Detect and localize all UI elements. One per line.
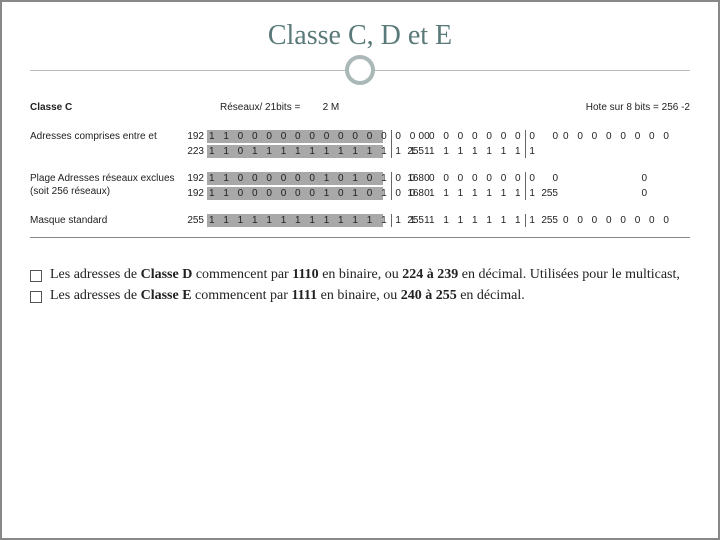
decimal-value: 0 (400, 131, 427, 142)
bits: 1 1 1 1 1 1 1 1 (427, 145, 517, 158)
bullet-text: Les adresses de Classe E commencent par … (50, 287, 690, 306)
decimal-value: 192 (180, 173, 207, 184)
circle-icon (345, 55, 375, 85)
decimal-value: 255 (180, 215, 207, 226)
decimal-value: 255 (400, 215, 427, 226)
binary-line: 00 0 0 0 0 0 0 0 (534, 130, 651, 143)
binary-line: 2551 1 1 1 1 1 1 1 1 1 1 1 1 1 1 1 (180, 214, 383, 227)
decimal-value: 192 (180, 188, 207, 199)
segment-col: 1921 1 0 0 0 0 0 0 0 0 0 0 0 0 0 02231 1… (180, 130, 383, 158)
class-c-table: Classe C Réseaux/ 21bits = 2 M Hote sur … (30, 96, 690, 238)
bullet-item: Les adresses de Classe E commencent par … (30, 287, 690, 306)
bits: 1 1 0 1 1 1 1 1 1 1 1 1 1 1 1 1 (207, 145, 383, 158)
bits: 1 1 1 1 1 1 1 1 1 1 1 1 1 1 1 1 (207, 214, 383, 227)
header-reseaux: Réseaux/ 21bits = 2 M (180, 100, 530, 113)
binary-group: 1921 1 0 0 0 0 0 0 1 0 1 0 1 0 0 01921 1… (180, 172, 690, 200)
binary-line: 2550 0 0 0 0 0 0 0 (534, 214, 651, 227)
row-label: Plage Adresses réseaux exclues (soit 256… (30, 172, 180, 200)
separator (525, 130, 526, 158)
checkbox-icon (30, 291, 42, 303)
segment-col: 00 0 0 0 0 0 0 02551 1 1 1 1 1 1 1 (400, 130, 517, 158)
table-row: Plage Adresses réseaux exclues (soit 256… (30, 172, 690, 200)
row-label: Adresses comprises entre et (30, 130, 180, 158)
separator (525, 214, 526, 227)
decimal-value: 255 (534, 188, 561, 199)
bits: 0 0 0 0 0 0 0 0 (561, 214, 651, 227)
bullet-list: Les adresses de Classe D commencent par … (30, 266, 690, 306)
binary-line: 2231 1 0 1 1 1 1 1 1 1 1 1 1 1 1 1 (180, 145, 383, 158)
binary-line (534, 145, 651, 158)
table-body: Adresses comprises entre et1921 1 0 0 0 … (30, 130, 690, 227)
bits: 1 1 0 0 0 0 0 0 1 0 1 0 1 0 0 0 (207, 187, 383, 200)
title-area: Classe C, D et E (30, 20, 690, 82)
binary-line: 1921 1 0 0 0 0 0 0 1 0 1 0 1 0 0 0 (180, 187, 383, 200)
binary-group: 1921 1 0 0 0 0 0 0 0 0 0 0 0 0 0 02231 1… (180, 130, 690, 158)
separator (391, 172, 392, 200)
decimal-value: 223 (180, 146, 207, 157)
binary-line: 1921 1 0 0 0 0 0 0 1 0 1 0 1 0 0 0 (180, 172, 383, 185)
table-header: Classe C Réseaux/ 21bits = 2 M Hote sur … (30, 100, 690, 130)
binary-line: 2551 1 1 1 1 1 1 1 (400, 145, 517, 158)
binary-group: 2551 1 1 1 1 1 1 1 1 1 1 1 1 1 1 12551 1… (180, 214, 690, 227)
checkbox-icon (30, 270, 42, 282)
segment-col: 2551 1 1 1 1 1 1 1 1 1 1 1 1 1 1 1 (180, 214, 383, 227)
decimal-value: 0 (534, 131, 561, 142)
bullet-text: Les adresses de Classe D commencent par … (50, 266, 690, 285)
separator (525, 172, 526, 200)
header-class: Classe C (30, 100, 180, 113)
plain-value: 0 (561, 173, 647, 184)
binary-line: 00 (534, 172, 647, 185)
plain-value: 0 (561, 188, 647, 199)
bits: 0 0 0 0 0 0 0 0 (427, 172, 517, 185)
decimal-value: 168 (400, 188, 427, 199)
bits: 1 1 0 0 0 0 0 0 1 0 1 0 1 0 0 0 (207, 172, 383, 185)
decimal-value: 168 (400, 173, 427, 184)
bits: 0 0 0 0 0 0 0 0 (427, 130, 517, 143)
table-row: Adresses comprises entre et1921 1 0 0 0 … (30, 130, 690, 158)
decimal-value: 0 (534, 173, 561, 184)
title-divider (30, 58, 690, 82)
segment-col: 002550 (534, 172, 647, 200)
decimal-value: 255 (400, 146, 427, 157)
binary-line: 2551 1 1 1 1 1 1 1 (400, 214, 517, 227)
separator (391, 130, 392, 158)
segment-col: 2550 0 0 0 0 0 0 0 (534, 214, 651, 227)
segment-col: 00 0 0 0 0 0 0 0 (534, 130, 651, 158)
slide-title: Classe C, D et E (30, 20, 690, 52)
segment-col: 1921 1 0 0 0 0 0 0 1 0 1 0 1 0 0 01921 1… (180, 172, 383, 200)
binary-line: 2550 (534, 187, 647, 200)
bits: 1 1 1 1 1 1 1 1 (427, 187, 517, 200)
table-row: Masque standard2551 1 1 1 1 1 1 1 1 1 1 … (30, 214, 690, 227)
segment-col: 1680 0 0 0 0 0 0 01681 1 1 1 1 1 1 1 (400, 172, 517, 200)
bits: 1 1 0 0 0 0 0 0 0 0 0 0 0 0 0 0 (207, 130, 383, 143)
decimal-value: 255 (534, 215, 561, 226)
decimal-value: 192 (180, 131, 207, 142)
binary-line: 1680 0 0 0 0 0 0 0 (400, 172, 517, 185)
bits: 1 1 1 1 1 1 1 1 (427, 214, 517, 227)
binary-line: 00 0 0 0 0 0 0 0 (400, 130, 517, 143)
binary-line: 1681 1 1 1 1 1 1 1 (400, 187, 517, 200)
binary-line: 1921 1 0 0 0 0 0 0 0 0 0 0 0 0 0 0 (180, 130, 383, 143)
bits: 0 0 0 0 0 0 0 0 (561, 130, 651, 143)
bullet-item: Les adresses de Classe D commencent par … (30, 266, 690, 285)
slide: Classe C, D et E Classe C Réseaux/ 21bit… (0, 0, 720, 540)
header-hote: Hote sur 8 bits = 256 -2 (530, 100, 690, 113)
segment-col: 2551 1 1 1 1 1 1 1 (400, 214, 517, 227)
separator (391, 214, 392, 227)
row-label: Masque standard (30, 214, 180, 227)
